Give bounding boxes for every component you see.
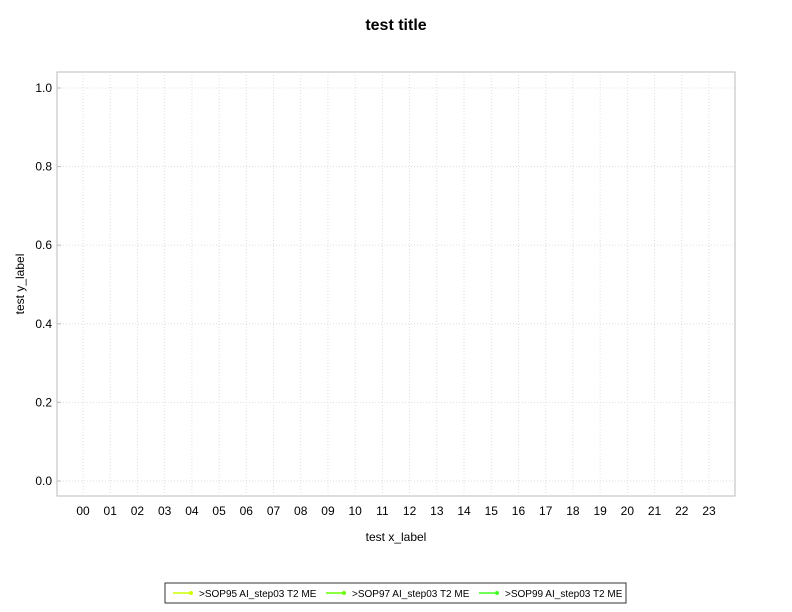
legend: >SOP95 AI_step03 T2 ME >SOP97 AI_step03 T… (164, 582, 627, 604)
y-tick-label: 0.4 (35, 317, 52, 331)
legend-item: >SOP97 AI_step03 T2 ME (326, 589, 470, 600)
x-tick-label: 12 (403, 504, 417, 518)
x-tick-label: 10 (348, 504, 362, 518)
x-tick-label: 19 (593, 504, 607, 518)
legend-label: >SOP99 AI_step03 T2 ME (505, 589, 623, 600)
x-tick-label: 05 (212, 504, 226, 518)
x-tick-label: 13 (430, 504, 444, 518)
x-tick-label: 07 (267, 504, 281, 518)
y-tick-label: 0.6 (35, 238, 52, 252)
x-tick-label: 09 (321, 504, 335, 518)
x-tick-label: 23 (702, 504, 716, 518)
x-tick-label: 22 (675, 504, 689, 518)
y-axis: 0.0 0.2 0.4 0.6 0.8 1.0 (35, 81, 61, 488)
chart-title: test title (365, 17, 426, 34)
x-tick-label: 01 (104, 504, 118, 518)
legend-marker-icon (495, 591, 499, 595)
legend-item: >SOP95 AI_step03 T2 ME (173, 589, 317, 600)
x-tick-label: 02 (131, 504, 145, 518)
x-axis: 00 01 02 03 04 05 06 07 08 09 10 11 12 13 14 15 16 17 18 19… (76, 504, 716, 518)
y-tick-label: 1.0 (35, 81, 52, 95)
plot-area (56, 71, 736, 497)
y-axis-label: test y_label (13, 254, 27, 315)
x-tick-label: 14 (457, 504, 471, 518)
legend-label: >SOP95 AI_step03 T2 ME (199, 589, 317, 600)
x-axis-label: test x_label (366, 530, 427, 544)
x-tick-label: 15 (485, 504, 499, 518)
x-tick-label: 21 (648, 504, 662, 518)
x-tick-label: 04 (185, 504, 199, 518)
y-tick-label: 0.0 (35, 474, 52, 488)
y-tick-label: 0.8 (35, 160, 52, 174)
x-tick-label: 18 (566, 504, 580, 518)
x-tick-label: 00 (76, 504, 90, 518)
legend-marker-icon (189, 591, 193, 595)
grid (57, 72, 735, 496)
x-tick-label: 11 (376, 504, 389, 518)
x-tick-label: 08 (294, 504, 308, 518)
x-tick-label: 03 (158, 504, 172, 518)
y-tick-label: 0.2 (35, 395, 52, 409)
legend-item: >SOP99 AI_step03 T2 ME (479, 589, 623, 600)
x-tick-label: 06 (240, 504, 254, 518)
legend-marker-icon (342, 591, 346, 595)
x-tick-label: 17 (539, 504, 553, 518)
legend-label: >SOP97 AI_step03 T2 ME (352, 589, 470, 600)
x-tick-label: 16 (512, 504, 526, 518)
x-tick-label: 20 (621, 504, 635, 518)
